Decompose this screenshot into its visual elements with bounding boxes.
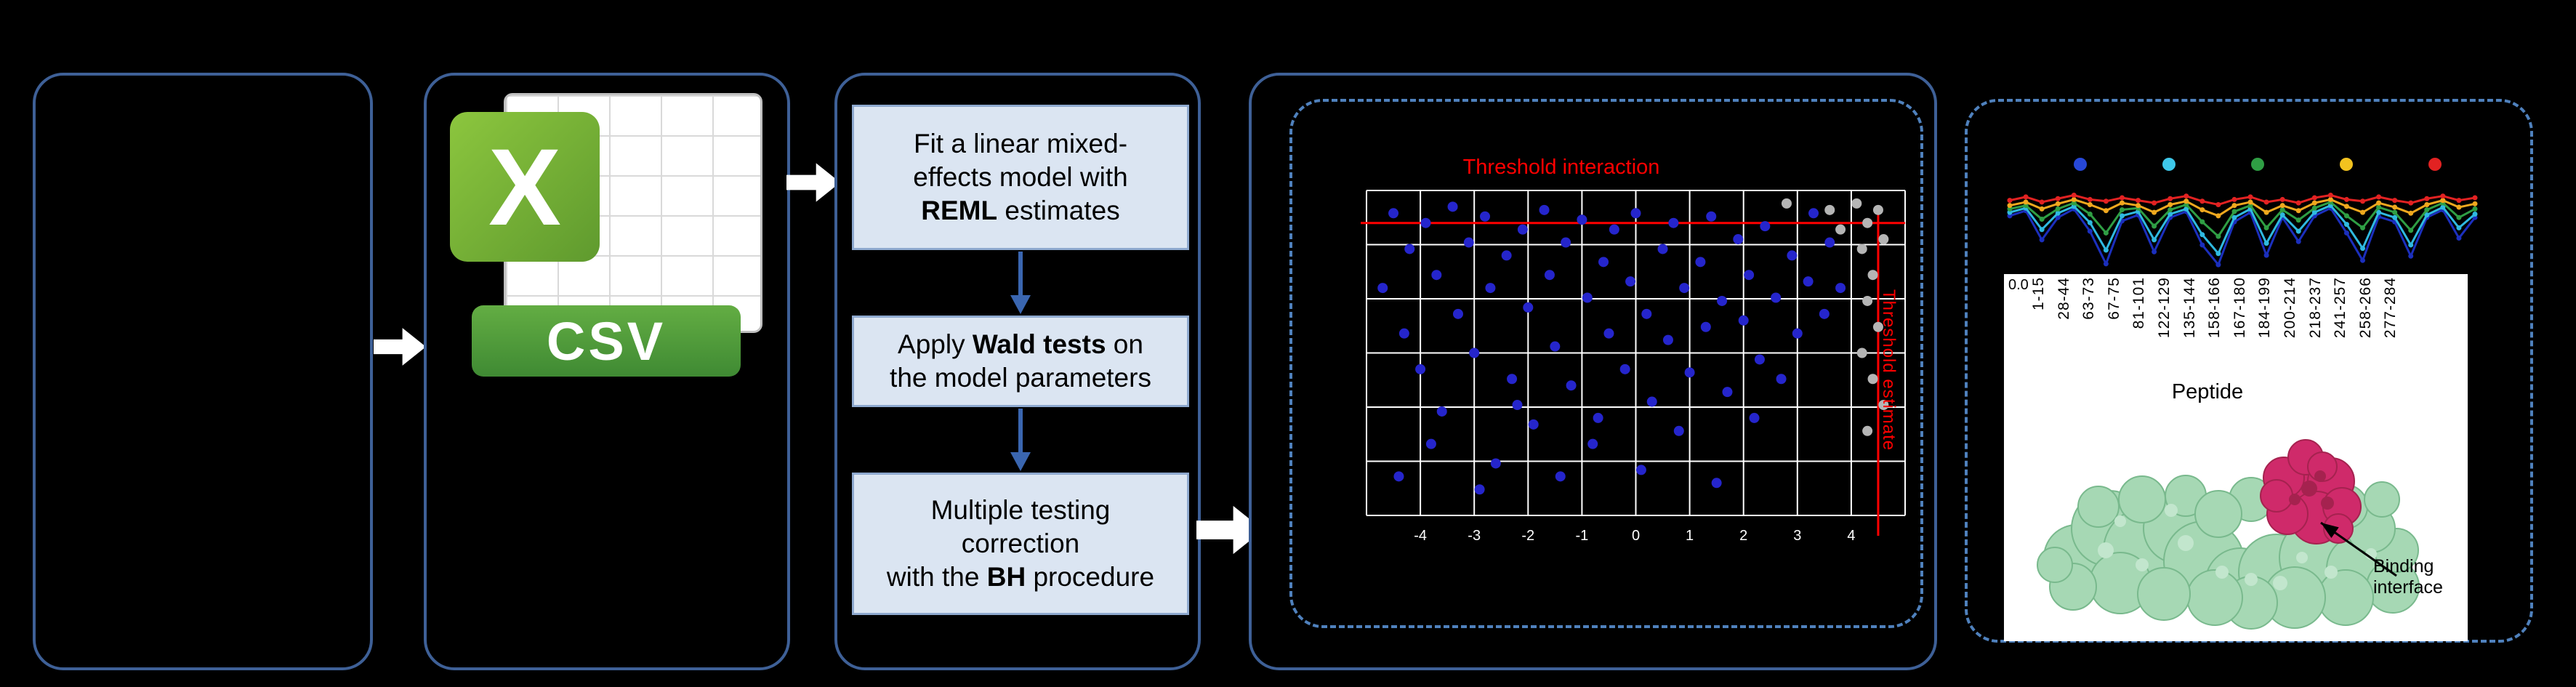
flow-step-reml: Fit a linear mixed- effects model with R… [852,105,1189,250]
svg-text:4: 4 [1847,528,1855,544]
scatter-grid [1366,190,1906,516]
svg-text:2: 2 [1739,528,1747,544]
y-axis-tick: 0.0 [2008,277,2029,293]
flow-step-bh: Multiple testing correction with the BH … [852,473,1189,615]
condition-legend-dots [2074,158,2442,171]
panel-peptide-profile: 0.0 1-15 28-44 63-73 67-75 81-101 122-129 135-… [1965,99,2533,643]
profile-series-1 [2007,203,2478,257]
flow-step-reml-text: Fit a linear mixed- effects model with R… [913,129,1128,225]
svg-text:-1: -1 [1576,528,1589,544]
scatter-points-1 [1781,198,1889,436]
scatter-dashed-frame: Threshold interaction -4 -3 -2 -1 0 1 2 3 4 Thre… [1289,99,1923,628]
flow-arrow-right-1-icon [374,328,426,366]
binding-interface-label: Binding interface [2373,556,2443,598]
threshold-lines [1361,211,1905,536]
scatter-x-ticks: -4 -3 -2 -1 0 1 2 3 4 [1414,528,1855,544]
scatter-points-0 [1377,201,1846,495]
panel-input [33,73,373,670]
flow-step-wald: Apply Wald tests on the model parameters [852,316,1189,407]
scatter-title: Threshold interaction [1462,156,1660,179]
binding-interface-texture [2289,470,2334,510]
svg-text:0: 0 [1632,528,1640,544]
svg-text:1: 1 [1686,528,1694,544]
protein-structure-image [2037,439,2420,630]
panel-csv-file: X CSV [424,73,790,670]
peptide-axis-title: Peptide [2171,380,2244,403]
svg-text:-4: -4 [1414,528,1427,544]
flow-arrow-right-3-icon [1196,505,1263,555]
svg-text:3: 3 [1793,528,1801,544]
profile-series-3 [2007,196,2478,219]
profile-series-4 [2007,193,2478,207]
flow-step-bh-text: Multiple testing correction with the BH … [886,495,1155,592]
csv-file-icon: X CSV [450,93,762,377]
svg-text:-3: -3 [1468,528,1481,544]
flow-down-arrow-1-icon [1010,252,1031,314]
panel-scatter-result: Threshold interaction -4 -3 -2 -1 0 1 2 3 4 Thre… [1249,73,1937,670]
csv-banner-label: CSV [472,305,741,377]
svg-text:-2: -2 [1521,528,1534,544]
scatter-plot: -4 -3 -2 -1 0 1 2 3 4 [1361,190,1906,544]
panel-statistics-flow: Fit a linear mixed- effects model with R… [834,73,1201,670]
protein-surface-texture [2098,504,2377,590]
flow-step-wald-text: Apply Wald tests on the model parameters [890,329,1151,393]
peptide-profile-chart [2007,158,2478,268]
binding-interface-arrow-icon [2320,521,2397,577]
flow-arrow-right-2-icon [786,163,840,202]
profile-series-2 [2007,199,2478,239]
excel-x-badge: X [450,112,600,262]
threshold-estimate-label: Threshold estimate [1879,289,1899,451]
peptide-axis-area: 0.0 1-15 28-44 63-73 67-75 81-101 122-129 135-… [2004,274,2468,641]
flow-down-arrow-2-icon [1010,409,1031,471]
